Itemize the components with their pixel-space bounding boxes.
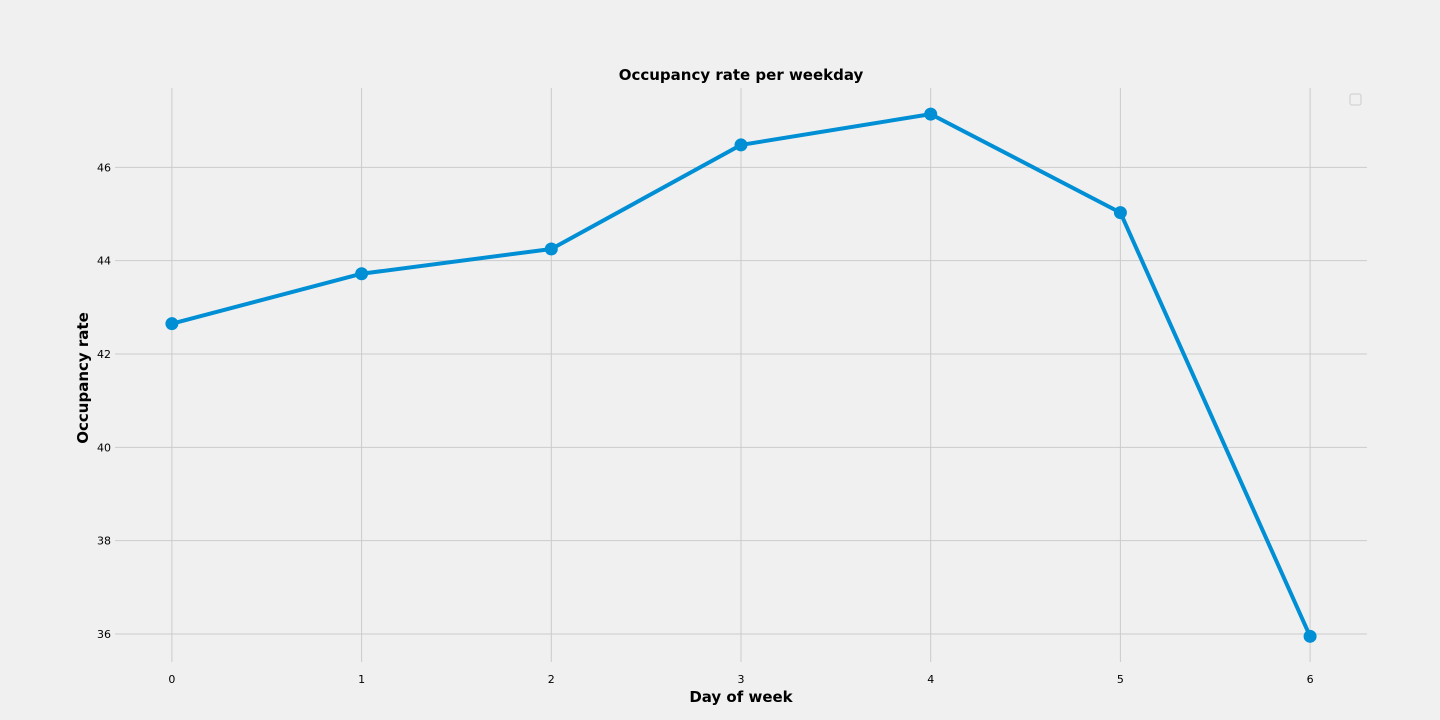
grid [115,88,1367,662]
x-tick-label: 4 [927,673,934,686]
y-tick-label: 38 [97,535,111,548]
x-tick-label: 5 [1117,673,1124,686]
data-point [544,242,558,256]
data-point [165,317,179,331]
y-tick-label: 46 [97,161,111,174]
data-point [924,107,938,121]
data-point [1303,629,1317,643]
data-point [1113,206,1127,220]
data-point [355,267,369,281]
series [165,107,1317,643]
tick-labels: 0 1 2 3 4 5 6 36 38 40 42 44 46 [97,161,1314,686]
x-tick-label: 2 [548,673,555,686]
x-tick-label: 3 [738,673,745,686]
y-tick-label: 40 [97,441,111,454]
data-point [734,138,748,152]
x-tick-label: 0 [168,673,175,686]
chart-title: Occupancy rate per weekday [619,66,864,84]
legend-box [1349,93,1362,106]
x-axis-label: Day of week [689,688,793,706]
y-tick-label: 44 [97,255,111,268]
y-tick-label: 36 [97,628,111,641]
y-tick-label: 42 [97,348,111,361]
y-axis-label: Occupancy rate [74,312,92,444]
x-tick-label: 1 [358,673,365,686]
x-tick-label: 6 [1307,673,1314,686]
